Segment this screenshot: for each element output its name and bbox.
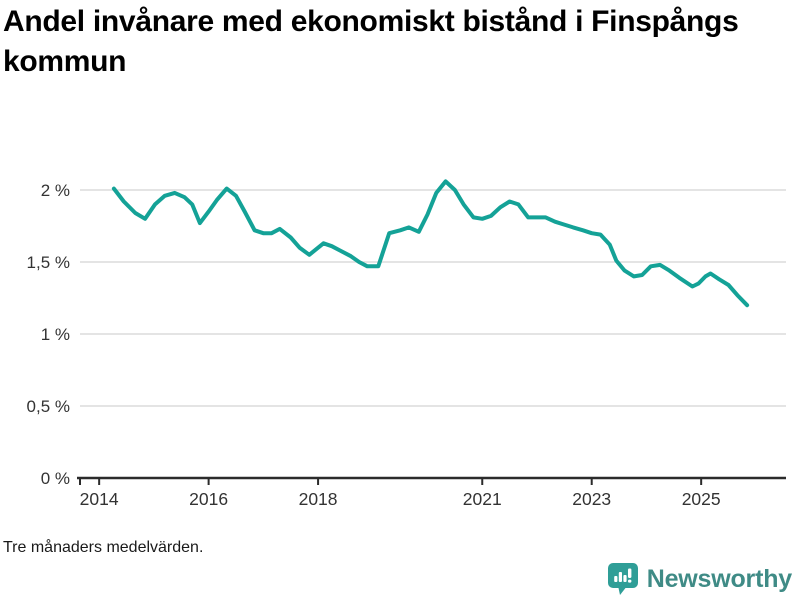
x-axis-tick-label: 2018 xyxy=(299,489,338,509)
x-axis-tick-label: 2016 xyxy=(189,489,228,509)
x-axis-tick-label: 2021 xyxy=(463,489,502,509)
mini-bar-chart-glyph xyxy=(613,568,632,583)
x-axis-tick-label: 2014 xyxy=(80,489,119,509)
data-series-line xyxy=(111,179,750,308)
y-axis-tick-label: 0 % xyxy=(41,469,70,488)
y-axis-tick-label: 1,5 % xyxy=(27,253,70,272)
page-title: Andel invånare med ekonomiskt bistånd i … xyxy=(3,5,739,78)
chart-footnote: Tre månaders medelvärden. xyxy=(3,539,204,556)
x-axis-tick-label: 2023 xyxy=(572,489,611,509)
newsworthy-bubble-chart-icon xyxy=(607,563,638,595)
y-axis-tick-label: 1 % xyxy=(41,325,70,344)
y-axis-tick-label: 0,5 % xyxy=(27,397,70,416)
newsworthy-wordmark: Newsworthy xyxy=(646,565,792,593)
y-axis-tick-label: 2 % xyxy=(41,181,70,200)
x-axis-tick-label: 2025 xyxy=(682,489,721,509)
newsworthy-logo[interactable]: Newsworthy xyxy=(607,563,792,596)
